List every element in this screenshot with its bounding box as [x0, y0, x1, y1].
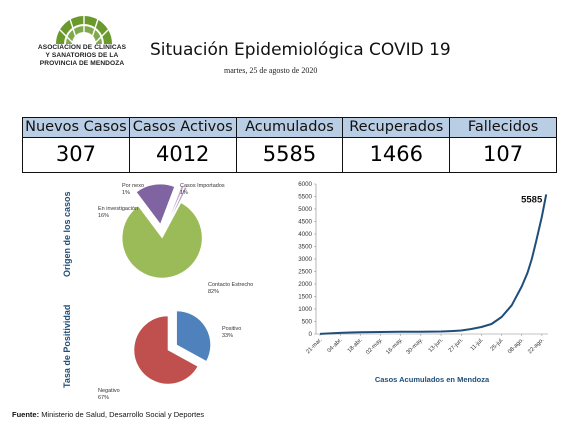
- logo-arc-icon: [56, 14, 112, 45]
- y-tick-label: 4000: [298, 231, 312, 238]
- end-value-label: 5585: [521, 194, 543, 205]
- stat-casos-activos: Casos Activos 4012: [129, 118, 237, 172]
- pie-slice-percent: 33%: [222, 333, 233, 339]
- stat-acumulados: Acumulados 5585: [236, 118, 344, 172]
- pie-slice-negativo: [133, 315, 199, 385]
- logo-line-1: ASOCIACION DE CLINICAS: [37, 44, 127, 51]
- pie-slice-percent: 82%: [208, 289, 219, 295]
- x-tick-label: 16-may.: [385, 337, 404, 356]
- x-tick-label: 13-jun.: [428, 337, 445, 354]
- pie-slice-label: Contacto Estrecho: [208, 282, 253, 288]
- stat-value: 1466: [369, 142, 424, 166]
- stat-recuperados: Recuperados 1466: [343, 118, 451, 172]
- y-tick-label: 2000: [298, 281, 312, 288]
- y-tick-label: 6000: [298, 181, 312, 188]
- cumulative-cases-line: [319, 194, 548, 335]
- y-tick-label: 2500: [298, 269, 312, 276]
- stat-label: Acumulados: [236, 118, 343, 138]
- stat-label: Recuperados: [343, 118, 450, 138]
- x-tick-label: 02-may.: [365, 337, 384, 356]
- pie-slice-por-nexo: [167, 185, 185, 224]
- y-tick-label: 500: [302, 319, 313, 326]
- source-footer: Fuente: Ministerio de Salud, Desarrollo …: [12, 410, 204, 419]
- y-tick-label: 0: [309, 331, 313, 338]
- x-tick-label: 11-jul.: [470, 337, 485, 352]
- pie-slice-contacto-estrecho: [121, 202, 203, 279]
- pie-slice-label: Por nexo: [122, 183, 144, 189]
- pie-slice-percent: 1%: [122, 190, 130, 196]
- pie-slice-label: En investigación: [98, 206, 138, 212]
- pie-slice-label: Negativo: [98, 388, 120, 394]
- page-title: Situación Epidemiológica COVID 19: [150, 40, 451, 60]
- x-tick-label: 08-ago.: [507, 337, 525, 355]
- association-logo: ASOCIACION DE CLINICAS Y SANATORIOS DE L…: [28, 8, 136, 80]
- pie-slice-label: Casos Importados: [180, 183, 225, 189]
- pie-slice-label: Positivo: [222, 326, 241, 332]
- stats-table: Nuevos Casos 307 Casos Activos 4012 Acum…: [22, 117, 557, 173]
- x-tick-label: 21-mar.: [305, 337, 323, 355]
- x-tick-label: 25-jul.: [490, 337, 506, 353]
- cumulative-cases-chart: 0 500 1000 1500 2000 2500 3000 3500 4000 4500 5000…: [298, 181, 548, 384]
- pie-slice-casos-importados: [167, 186, 188, 224]
- stat-label: Fallecidos: [450, 118, 556, 138]
- y-tick-label: 5000: [298, 206, 312, 213]
- y-tick-label: 3000: [298, 256, 312, 263]
- pie-slice-positivo: [176, 310, 211, 362]
- y-tick-label: 5500: [298, 194, 312, 201]
- y-tick-label: 4500: [298, 219, 312, 226]
- x-axis-title: Casos Acumulados en Mendoza: [375, 375, 490, 384]
- logo-line-2: Y SANATORIOS DE LA: [45, 52, 119, 59]
- report-date: martes, 25 de agosto de 2020: [224, 66, 318, 75]
- x-tick-label: 27-jun.: [448, 337, 465, 354]
- pie-slice-percent: 1%: [180, 190, 188, 196]
- x-tick-label: 22-ago.: [527, 337, 545, 355]
- stat-nuevos-casos: Nuevos Casos 307: [23, 118, 130, 172]
- pie-slice-percent: 67%: [98, 395, 109, 401]
- stat-value: 107: [483, 142, 524, 166]
- pie-slice-percent: 16%: [98, 213, 109, 219]
- y-tick-label: 3500: [298, 244, 312, 251]
- source-text: Ministerio de Salud, Desarrollo Social y…: [41, 410, 205, 419]
- stat-value: 307: [55, 142, 96, 166]
- logo-line-3: PROVINCIA DE MENDOZA: [39, 60, 125, 67]
- stat-label: Nuevos Casos: [23, 118, 129, 138]
- stat-fallecidos: Fallecidos 107: [450, 118, 556, 172]
- y-tick-label: 1500: [298, 294, 312, 301]
- origin-chart-title: Origen de los casos: [62, 191, 72, 277]
- y-tick-label: 1000: [298, 306, 312, 313]
- x-tick-label: 18-abr.: [347, 337, 364, 354]
- stat-value: 4012: [155, 142, 210, 166]
- logo-text: ASOCIACION DE CLINICAS Y SANATORIOS DE L…: [28, 44, 136, 68]
- x-tick-label: 30-may.: [406, 337, 425, 356]
- positivity-chart-title: Tasa de Positividad: [62, 304, 72, 388]
- source-label: Fuente:: [12, 410, 40, 419]
- stat-value: 5585: [262, 142, 317, 166]
- x-tick-label: 04-abr.: [327, 337, 344, 354]
- stat-label: Casos Activos: [129, 118, 236, 138]
- pie-slice-en-investigación: [135, 183, 175, 225]
